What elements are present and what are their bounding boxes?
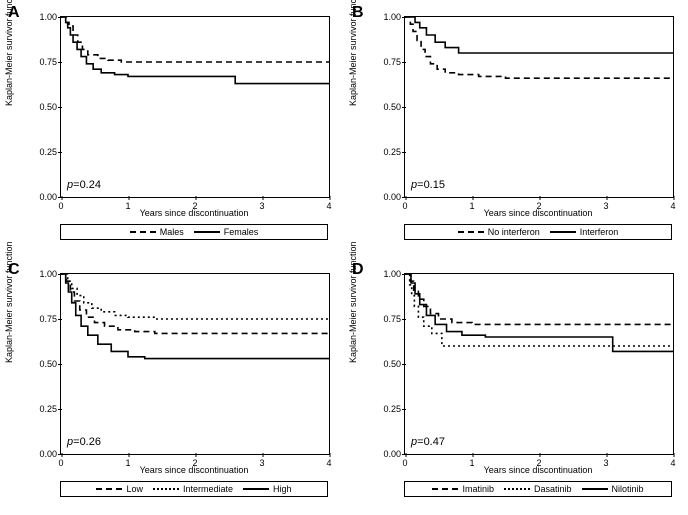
legend-item: Intermediate [153,484,233,494]
panel-c: CKaplan-Meier survivor function0.000.250… [0,257,344,514]
y-tick: 0.00 [371,449,405,459]
km-curve-2 [405,274,673,351]
y-tick: 0.50 [371,102,405,112]
y-tick: 0.00 [371,192,405,202]
p-value: p=0.24 [67,179,101,191]
legend-label: Imatinib [462,484,494,494]
p-value: p=0.26 [67,436,101,448]
y-tick: 0.00 [27,192,61,202]
km-curves [61,17,329,197]
panel-b: BKaplan-Meier survivor function0.000.250… [344,0,688,257]
legend-item: High [243,484,292,494]
panel-d: DKaplan-Meier survivor function0.000.250… [344,257,688,514]
legend-item: Low [96,484,143,494]
km-curve-1 [405,274,673,346]
panel-a: AKaplan-Meier survivor function0.000.250… [0,0,344,257]
legend-swatch [194,231,220,233]
legend-label: High [273,484,292,494]
y-tick: 0.25 [27,404,61,414]
y-tick: 0.50 [27,359,61,369]
y-axis-label: Kaplan-Meier survivor function [348,241,358,363]
legend-swatch [153,488,179,490]
plot-area: 0.000.250.500.751.0001234p=0.47 [404,273,674,455]
legend-swatch [96,488,122,490]
y-tick: 0.00 [27,449,61,459]
y-tick: 1.00 [27,12,61,22]
km-curve-0 [405,274,673,324]
legend-swatch [582,488,608,490]
legend-label: No interferon [488,227,540,237]
y-axis-label: Kaplan-Meier survivor function [4,0,14,106]
legend-swatch [243,488,269,490]
legend-label: Dasatinib [534,484,572,494]
legend-item: No interferon [458,227,540,237]
y-tick: 0.25 [371,404,405,414]
legend-label: Low [126,484,143,494]
legend-swatch [130,231,156,233]
legend-swatch [432,488,458,490]
legend-item: Nilotinib [582,484,644,494]
legend-label: Nilotinib [612,484,644,494]
legend-item: Females [194,227,259,237]
x-axis-label: Years since discontinuation [60,208,328,218]
km-curves [61,274,329,454]
legend-swatch [504,488,530,490]
legend-label: Intermediate [183,484,233,494]
km-curves [405,17,673,197]
legend-item: Interferon [550,227,619,237]
km-curve-1 [61,274,329,319]
plot-area: 0.000.250.500.751.0001234p=0.26 [60,273,330,455]
legend-label: Males [160,227,184,237]
km-curve-1 [405,17,673,53]
y-tick: 0.50 [371,359,405,369]
legend: Imatinib Dasatinib Nilotinib [404,481,672,497]
legend: No interferon Interferon [404,224,672,240]
legend-item: Males [130,227,184,237]
x-axis-label: Years since discontinuation [404,465,672,475]
legend-label: Females [224,227,259,237]
y-tick: 0.25 [27,147,61,157]
km-figure: AKaplan-Meier survivor function0.000.250… [0,0,688,515]
legend-swatch [550,231,576,233]
x-axis-label: Years since discontinuation [404,208,672,218]
km-curves [405,274,673,454]
y-tick: 0.75 [27,57,61,67]
y-tick: 0.75 [371,57,405,67]
x-axis-label: Years since discontinuation [60,465,328,475]
y-tick: 0.75 [371,314,405,324]
y-tick: 1.00 [371,12,405,22]
p-value: p=0.15 [411,179,445,191]
plot-area: 0.000.250.500.751.0001234p=0.24 [60,16,330,198]
y-axis-label: Kaplan-Meier survivor function [348,0,358,106]
legend: Low Intermediate High [60,481,328,497]
legend-item: Imatinib [432,484,494,494]
km-curve-2 [61,274,329,359]
y-tick: 0.75 [27,314,61,324]
y-tick: 1.00 [371,269,405,279]
legend: Males Females [60,224,328,240]
y-axis-label: Kaplan-Meier survivor function [4,241,14,363]
legend-item: Dasatinib [504,484,572,494]
p-value: p=0.47 [411,436,445,448]
km-curve-0 [61,274,329,333]
plot-area: 0.000.250.500.751.0001234p=0.15 [404,16,674,198]
km-curve-0 [61,17,329,62]
km-curve-1 [61,17,329,84]
y-tick: 0.50 [27,102,61,112]
legend-label: Interferon [580,227,619,237]
y-tick: 1.00 [27,269,61,279]
y-tick: 0.25 [371,147,405,157]
legend-swatch [458,231,484,233]
